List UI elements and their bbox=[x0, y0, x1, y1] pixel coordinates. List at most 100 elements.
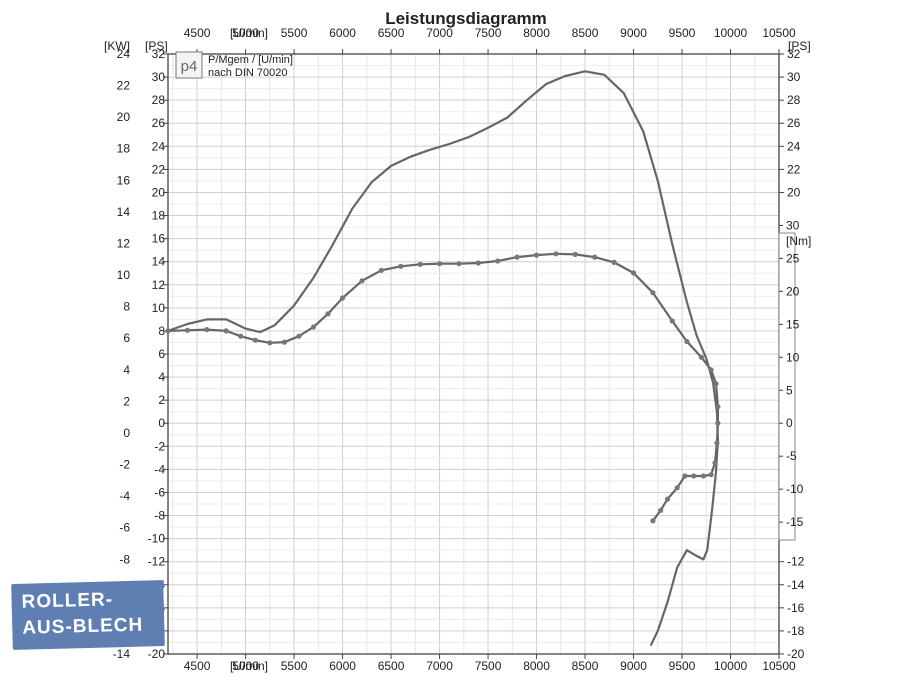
series-layer bbox=[165, 70, 721, 646]
ps-tick-label-left: 8 bbox=[158, 324, 165, 338]
torque-data-point bbox=[700, 473, 707, 479]
power-curve bbox=[166, 70, 719, 646]
nm-tick-label: 10 bbox=[786, 350, 800, 364]
kw-axis-label: [KW] bbox=[104, 39, 130, 53]
watermark-line-2: AUS-BLECH bbox=[22, 614, 144, 639]
torque-data-point bbox=[708, 367, 714, 373]
x-tick-label-top: 5500 bbox=[281, 26, 308, 40]
torque-data-point bbox=[658, 507, 664, 513]
torque-data-point bbox=[495, 258, 501, 264]
torque-data-point bbox=[684, 338, 690, 345]
torque-data-point bbox=[475, 260, 481, 266]
torque-data-point bbox=[252, 337, 258, 343]
x-tick-label-top: 10000 bbox=[714, 26, 748, 40]
x-tick-label-bottom: 5500 bbox=[281, 659, 308, 673]
x-tick-label-bottom: 10000 bbox=[714, 659, 748, 673]
ps-tick-label-left: -2 bbox=[154, 439, 165, 453]
torque-data-point bbox=[712, 460, 718, 466]
kw-tick-label: 4 bbox=[123, 363, 130, 377]
x-tick-label-bottom: 8500 bbox=[572, 659, 599, 673]
nm-axis-box bbox=[778, 232, 796, 541]
ps-tick-label-left: -20 bbox=[148, 647, 166, 661]
x-tick-label-top: 4500 bbox=[184, 26, 211, 40]
kw-tick-label: -14 bbox=[113, 647, 131, 661]
x-tick-label-top: 6000 bbox=[329, 26, 356, 40]
torque-data-point bbox=[611, 259, 617, 265]
nm-tick-label: 0 bbox=[786, 416, 793, 430]
ps-tick-label-right: -14 bbox=[787, 578, 805, 592]
torque-data-point bbox=[592, 254, 598, 260]
x-tick-label-top: 7000 bbox=[426, 26, 453, 40]
torque-data-point bbox=[267, 340, 273, 346]
ps-tick-label-left: 0 bbox=[158, 416, 165, 430]
ps-tick-label-left: 14 bbox=[152, 255, 166, 269]
ps-tick-label-left: 24 bbox=[152, 139, 166, 153]
ps-tick-label-left: 32 bbox=[152, 47, 166, 61]
ps-tick-label-right: 22 bbox=[787, 162, 801, 176]
torque-data-point bbox=[698, 354, 705, 360]
torque-data-point bbox=[310, 324, 317, 330]
kw-tick-label: 12 bbox=[117, 236, 131, 250]
ps-tick-label-left: 22 bbox=[152, 162, 166, 176]
x-tick-label-top: 9500 bbox=[669, 26, 696, 40]
ps-tick-label-right: 26 bbox=[787, 116, 801, 130]
torque-data-point bbox=[165, 328, 171, 334]
nm-tick-label: -10 bbox=[786, 482, 804, 496]
ps-tick-label-left: 18 bbox=[152, 209, 166, 223]
kw-tick-label: 22 bbox=[117, 79, 131, 93]
torque-data-point bbox=[708, 472, 714, 478]
x-tick-label-top: 6500 bbox=[378, 26, 405, 40]
torque-data-point bbox=[281, 339, 287, 345]
torque-data-point bbox=[664, 496, 671, 502]
ps-tick-label-right: -16 bbox=[787, 601, 805, 615]
torque-data-point bbox=[514, 254, 520, 260]
legend-logo: p4 bbox=[181, 58, 198, 75]
watermark-logo: ROLLER- AUS-BLECH bbox=[11, 580, 165, 650]
x-axis-label-bottom: [U/min] bbox=[230, 659, 268, 673]
ps-tick-label-left: -12 bbox=[148, 555, 166, 569]
watermark-line-1: ROLLER- bbox=[21, 589, 114, 613]
kw-tick-label: 10 bbox=[117, 268, 131, 282]
ps-tick-label-left: 4 bbox=[158, 370, 165, 384]
torque-data-point bbox=[184, 327, 190, 333]
kw-tick-label: 18 bbox=[117, 142, 131, 156]
torque-data-point bbox=[713, 381, 719, 387]
torque-data-point bbox=[682, 473, 688, 479]
kw-tick-label: -2 bbox=[119, 458, 130, 472]
kw-tick-label: 6 bbox=[123, 331, 130, 345]
torque-data-point bbox=[691, 473, 697, 479]
legend-logo-box bbox=[175, 51, 203, 79]
x-tick-label-top: 7500 bbox=[475, 26, 502, 40]
ps-tick-label-left: 10 bbox=[152, 301, 166, 315]
torque-data-point bbox=[340, 295, 346, 301]
torque-data-point bbox=[553, 251, 559, 257]
x-tick-label-top: 10500 bbox=[762, 26, 796, 40]
ps-tick-label-right: 32 bbox=[787, 47, 801, 61]
x-tick-label-top: 8500 bbox=[572, 26, 599, 40]
torque-data-point bbox=[437, 261, 443, 267]
x-tick-label-bottom: 9500 bbox=[669, 659, 696, 673]
nm-tick-label: 30 bbox=[786, 218, 800, 232]
kw-tick-label: 20 bbox=[117, 110, 131, 124]
torque-data-point bbox=[223, 328, 229, 334]
x-tick-label-bottom: 9000 bbox=[620, 659, 647, 673]
ps-tick-label-left: 20 bbox=[152, 185, 166, 199]
torque-data-point bbox=[325, 311, 331, 317]
ps-tick-label-right: -18 bbox=[787, 624, 805, 638]
torque-data-point bbox=[359, 278, 365, 284]
ps-tick-label-left: 2 bbox=[158, 393, 165, 407]
ps-tick-label-left: 12 bbox=[152, 278, 166, 292]
nm-tick-label: -15 bbox=[786, 515, 804, 529]
nm-tick-label: 25 bbox=[786, 251, 800, 265]
kw-tick-label: 8 bbox=[123, 300, 130, 314]
nm-tick-label: 20 bbox=[786, 284, 800, 298]
ps-tick-label-right: 20 bbox=[787, 185, 801, 199]
x-tick-label-bottom: 7000 bbox=[426, 659, 453, 673]
torque-data-point bbox=[533, 252, 540, 258]
ps-tick-label-right: -20 bbox=[787, 647, 805, 661]
torque-data-point bbox=[669, 318, 675, 324]
torque-data-point bbox=[296, 333, 302, 339]
ps-tick-label-left: -8 bbox=[154, 509, 165, 523]
legend-line-1: P/Mgem / [U/min] bbox=[208, 54, 293, 66]
